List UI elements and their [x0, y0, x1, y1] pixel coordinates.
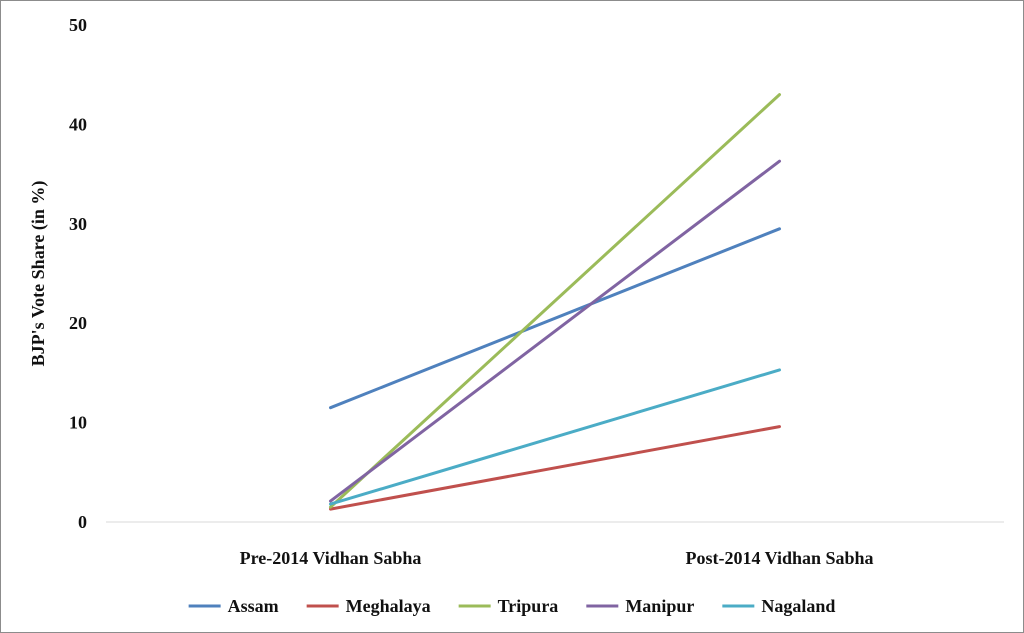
- legend: Assam Meghalaya Tripura Manipur Nagaland: [188, 596, 835, 616]
- legend-label: Nagaland: [761, 596, 835, 616]
- y-tick-label: 20: [69, 313, 87, 333]
- legend-label: Assam: [228, 596, 279, 616]
- y-axis-title: BJP's Vote Share (in %): [28, 181, 49, 367]
- legend-label: Meghalaya: [346, 596, 431, 616]
- series-line-nagaland: [329, 368, 781, 506]
- series-lines: [329, 93, 781, 511]
- legend-item-manipur: Manipur: [586, 596, 694, 616]
- x-tick-label: Post-2014 Vidhan Sabha: [685, 548, 873, 568]
- y-axis-ticks: 0 10 20 30 40 50: [69, 15, 87, 532]
- y-tick-label: 30: [69, 214, 87, 234]
- x-tick-label: Pre-2014 Vidhan Sabha: [240, 548, 422, 568]
- legend-item-assam: Assam: [188, 596, 279, 616]
- legend-item-meghalaya: Meghalaya: [306, 596, 431, 616]
- y-tick-label: 10: [69, 413, 87, 433]
- y-tick-label: 40: [69, 114, 87, 134]
- y-tick-label: 0: [78, 512, 87, 532]
- y-tick-label: 50: [69, 15, 87, 35]
- series-line-meghalaya: [329, 425, 781, 511]
- legend-item-nagaland: Nagaland: [722, 596, 835, 616]
- legend-label: Tripura: [498, 596, 559, 616]
- legend-item-tripura: Tripura: [458, 596, 559, 616]
- legend-label: Manipur: [625, 596, 694, 616]
- series-line-assam: [329, 227, 781, 410]
- x-axis-ticks: Pre-2014 Vidhan Sabha Post-2014 Vidhan Sa…: [240, 548, 874, 568]
- series-line-tripura: [329, 93, 781, 509]
- series-line-manipur: [329, 159, 781, 503]
